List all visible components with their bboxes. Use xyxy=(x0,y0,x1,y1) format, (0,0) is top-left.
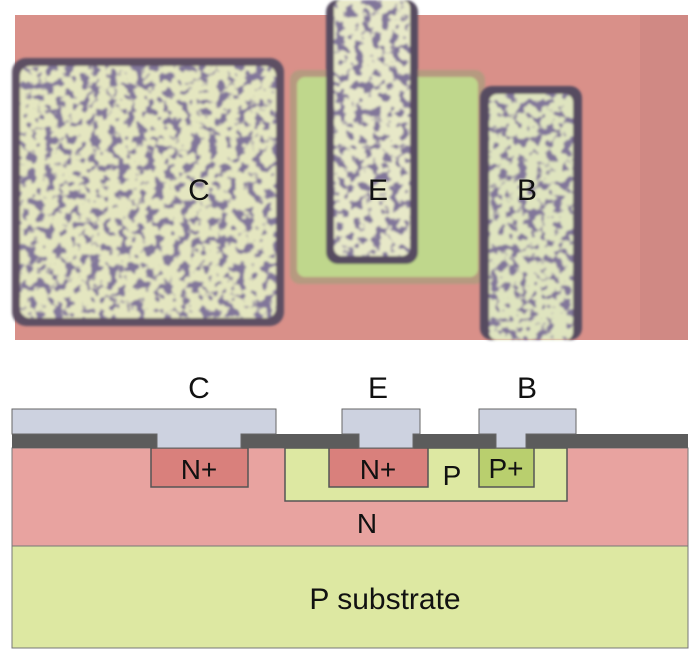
n-plus-emitter xyxy=(328,447,429,488)
cross-section: C E B N+ N+ P P+ N P substrate xyxy=(11,372,689,649)
region-label-emitter-n-plus: N+ xyxy=(360,454,397,485)
base-metal xyxy=(478,408,577,449)
photo-label-collector: C xyxy=(188,174,210,207)
region-label-substrate: P substrate xyxy=(309,583,460,616)
base-pad xyxy=(480,86,582,340)
region-label-base-p-plus: P+ xyxy=(488,453,523,484)
collector-metal xyxy=(11,408,277,449)
region-label-base-p: P xyxy=(443,460,462,491)
photo-edge-strip xyxy=(640,15,688,340)
collector-pad xyxy=(12,58,284,326)
emitter-window xyxy=(290,0,485,284)
die-photo: C E B xyxy=(12,0,688,340)
emitter-metal xyxy=(341,408,421,449)
region-label-collector-n: N xyxy=(357,508,377,539)
photo-label-emitter: E xyxy=(368,174,388,207)
oxide-layer xyxy=(12,434,688,448)
p-plus-base-contact xyxy=(478,447,535,488)
region-label-collector-n-plus: N+ xyxy=(181,454,218,485)
terminal-label-collector: C xyxy=(188,372,210,405)
photo-label-base: B xyxy=(517,174,537,207)
terminal-label-emitter: E xyxy=(368,372,388,405)
terminal-label-base: B xyxy=(517,372,537,405)
